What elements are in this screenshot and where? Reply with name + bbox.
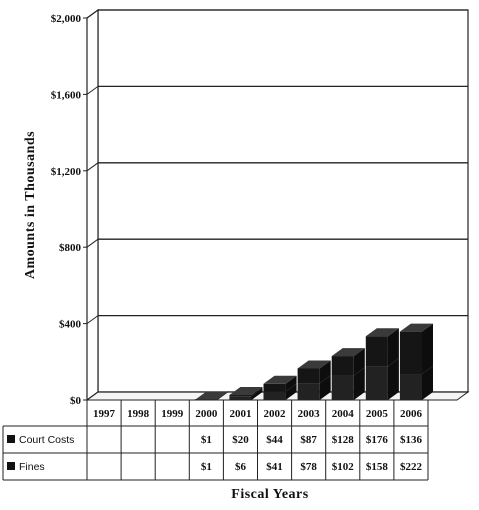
bar-top	[365, 328, 399, 337]
x-tick-label: 1997	[93, 408, 116, 420]
bar-fines	[331, 356, 354, 376]
data-label: $20	[232, 434, 249, 446]
bar-fines	[263, 383, 286, 392]
x-tick-label: 2000	[195, 408, 218, 420]
gridline-side	[86, 315, 99, 325]
bar-top	[195, 391, 229, 400]
y-tick-label: $0	[70, 395, 82, 407]
y-axis-ticks: $0 $400 $800 $1,200 $1,600 $2,000	[51, 13, 87, 407]
y-tick-label: $1,600	[51, 89, 82, 101]
data-label: $176	[366, 434, 389, 446]
legend-swatch	[7, 462, 15, 470]
gridline-side	[86, 391, 99, 401]
data-label: $102	[332, 461, 355, 473]
gridline-side	[86, 238, 99, 248]
x-tick-label: 1999	[161, 408, 184, 420]
bar-court-costs	[399, 374, 422, 400]
bar-side-fines	[422, 323, 433, 375]
data-table: 1997 1998 1999 2000 2001 2002 2003 2004 2005 2006…	[2, 399, 429, 481]
x-tick-label: 2004	[332, 408, 355, 420]
data-label: $6	[235, 461, 247, 473]
bar-court-costs	[365, 366, 388, 400]
data-label: $128	[332, 434, 355, 446]
bar-court-costs	[263, 391, 286, 400]
x-tick-label: 2006	[400, 408, 423, 420]
bar-fines	[365, 336, 388, 367]
x-tick-label: 2003	[298, 408, 321, 420]
bar-top	[229, 387, 263, 396]
bar-court-costs	[297, 383, 320, 400]
bar-top	[331, 348, 365, 357]
bars	[195, 323, 433, 400]
data-label: $78	[300, 461, 317, 473]
data-label: $136	[400, 434, 423, 446]
y-tick-label: $800	[59, 242, 82, 254]
bar-side-court-costs	[251, 388, 263, 400]
bar-side-fines	[319, 360, 331, 384]
legend-swatch	[7, 435, 15, 443]
bar-side-fines	[353, 348, 365, 376]
bar-fines	[297, 368, 320, 384]
data-label: $222	[400, 461, 423, 473]
y-tick-label: $1,200	[51, 166, 82, 178]
x-tick-label: 2005	[366, 408, 389, 420]
bar-side-court-costs	[387, 358, 399, 400]
bar-side-fines	[387, 328, 399, 367]
bar-court-costs	[331, 375, 354, 400]
bar-side-court-costs	[422, 366, 433, 400]
data-label: $158	[366, 461, 389, 473]
bar-side-court-costs	[353, 367, 365, 400]
data-label: $1	[201, 461, 212, 473]
y-axis-title: Amounts in Thousands	[23, 131, 38, 279]
bar-side-court-costs	[285, 383, 297, 400]
bar-side-fines	[251, 387, 263, 397]
gridline-side	[86, 162, 99, 172]
data-label: $41	[266, 461, 283, 473]
legend-label: Fines	[19, 461, 45, 473]
bar-top	[399, 323, 433, 332]
bar-top	[263, 375, 297, 384]
bar-court-costs	[229, 396, 252, 400]
bar-fines	[229, 395, 252, 397]
bar-fines	[399, 331, 422, 375]
bar-top	[297, 360, 331, 369]
plot-frame	[85, 8, 470, 402]
gridline-side	[86, 85, 99, 95]
x-tick-label: 2001	[229, 408, 251, 420]
legend-label: Court Costs	[19, 434, 74, 446]
x-tick-label: 1998	[127, 408, 150, 420]
data-label: $44	[266, 434, 283, 446]
x-axis-title: Fiscal Years	[231, 487, 308, 502]
y-tick-label: $2,000	[51, 13, 82, 25]
y-tick-label: $400	[59, 319, 82, 331]
side-wall	[86, 8, 99, 402]
data-label: $1	[201, 434, 212, 446]
data-label: $87	[300, 434, 317, 446]
bar-side-fines	[285, 375, 297, 392]
bar-side-court-costs	[319, 375, 331, 400]
gridline-side	[86, 9, 99, 19]
x-tick-label: 2002	[264, 408, 287, 420]
